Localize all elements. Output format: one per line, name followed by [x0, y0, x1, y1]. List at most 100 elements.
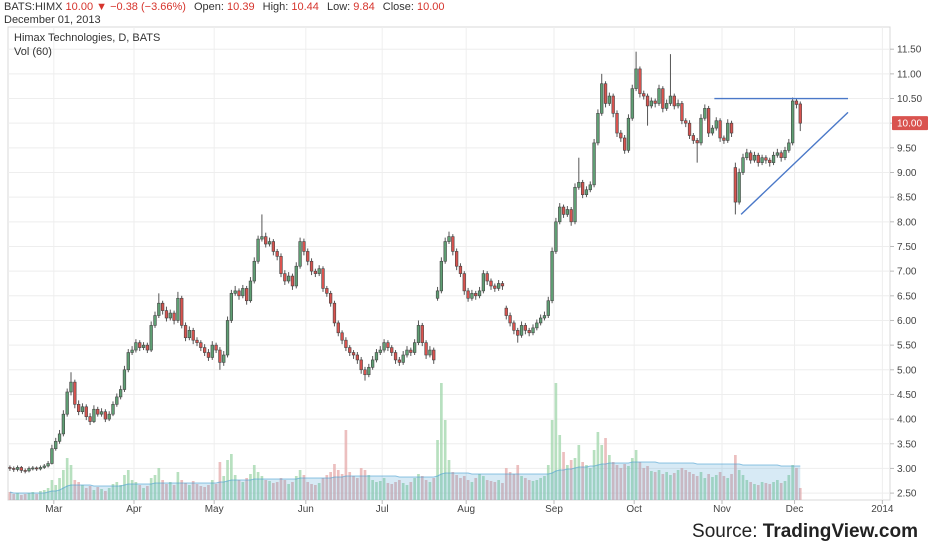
candle-body [321, 268, 325, 289]
candle-body [798, 103, 802, 124]
quote-line: BATS:HIMX 10.00 ▼ −0.38 (−3.66%) Open: 1… [4, 1, 445, 14]
volume-bar [550, 420, 554, 500]
candle-body [565, 209, 570, 215]
volume-bar [440, 383, 443, 500]
volume-bar [138, 485, 142, 500]
candle-body [409, 349, 413, 353]
volume-bar [489, 481, 493, 500]
volume-bar [566, 465, 569, 500]
volume-bar [92, 490, 96, 500]
candle-body [149, 325, 153, 351]
candle-body [466, 290, 470, 299]
y-tick-label: 4.50 [897, 390, 917, 401]
volume-bar [508, 472, 512, 500]
volume-bar [524, 478, 527, 500]
volume-bar [73, 480, 77, 500]
volume-bar [107, 488, 111, 500]
volume-bar [226, 460, 229, 500]
candle-body [687, 122, 692, 136]
x-tick-label: Jul [376, 504, 389, 515]
volume-bar [356, 478, 359, 500]
volume-bar [581, 462, 584, 500]
candle-body [298, 241, 302, 267]
volume-bar [493, 482, 497, 500]
volume-bar [294, 476, 298, 500]
candle-body [15, 467, 20, 470]
y-tick-label: 7.50 [897, 242, 917, 253]
candle-body [65, 391, 69, 415]
volume-bar [12, 494, 16, 500]
candle-body [653, 100, 657, 104]
candle-body [435, 290, 440, 299]
candle-body [290, 275, 295, 287]
candle-body [748, 152, 753, 161]
volume-bar [153, 475, 157, 500]
candle-body [443, 241, 447, 262]
volume-bar [172, 485, 176, 500]
candle-body [558, 206, 562, 223]
candle-body [199, 342, 203, 348]
volume-bar [714, 475, 718, 500]
volume-bar [443, 420, 447, 500]
volume-bar [772, 482, 775, 500]
candle-body [504, 307, 508, 316]
y-tick-label: 11.50 [897, 45, 922, 56]
candle-body [172, 312, 176, 321]
volume-bar [485, 480, 489, 500]
candle-body [111, 404, 115, 415]
y-tick-label: 6.50 [897, 291, 917, 302]
candle-body [664, 103, 669, 109]
volume-bar [474, 478, 478, 500]
volume-bar [462, 476, 466, 500]
symbol: BATS:HIMX [4, 1, 63, 13]
volume-bar [252, 465, 256, 500]
candle-body [206, 352, 211, 358]
volume-bar [760, 482, 764, 500]
candle-body [115, 396, 119, 405]
volume-bar [340, 474, 344, 500]
candle-body [600, 83, 604, 114]
candle-body [546, 300, 550, 316]
volume-bar [573, 458, 577, 500]
candle-body [542, 315, 547, 319]
candle-body [183, 325, 188, 339]
volume-bar [554, 383, 558, 500]
y-tick-label: 5.50 [897, 341, 917, 352]
candle-body [245, 288, 249, 302]
volume-bar [638, 462, 642, 500]
candle-body [580, 182, 585, 195]
change: −0.38 (−3.66%) [110, 1, 186, 13]
volume-bar [699, 472, 703, 500]
candle-body [336, 322, 340, 334]
candle-body [23, 470, 27, 472]
y-tick-label: 10.50 [897, 94, 922, 105]
volume-bar [317, 483, 321, 500]
volume-bar [783, 481, 787, 500]
candle-body [771, 154, 776, 163]
candle-body [233, 290, 237, 294]
volume-bar [62, 470, 65, 500]
volume-bar [707, 474, 710, 500]
candle-body [607, 95, 612, 104]
candle-body [752, 154, 757, 161]
volume-bar [119, 485, 122, 500]
candle-body [229, 293, 233, 321]
candle-body [481, 273, 486, 292]
volume-bar [569, 460, 573, 500]
volume-bar [344, 430, 348, 500]
candle-body [390, 347, 394, 353]
volume-bar [306, 482, 310, 500]
x-tick-label: Mar [45, 504, 63, 515]
volume-bar [275, 482, 279, 500]
candle-body [454, 251, 459, 267]
volume-bar [390, 484, 394, 500]
candle-body [69, 381, 73, 393]
volume-bar [596, 432, 600, 500]
candle-body [695, 140, 699, 144]
candle-body [424, 342, 428, 356]
change-arrow: ▼ [96, 1, 108, 13]
candle-body [775, 152, 780, 156]
volume-bar [653, 472, 657, 500]
volume-bar [692, 474, 695, 500]
volume-bar [680, 468, 684, 500]
